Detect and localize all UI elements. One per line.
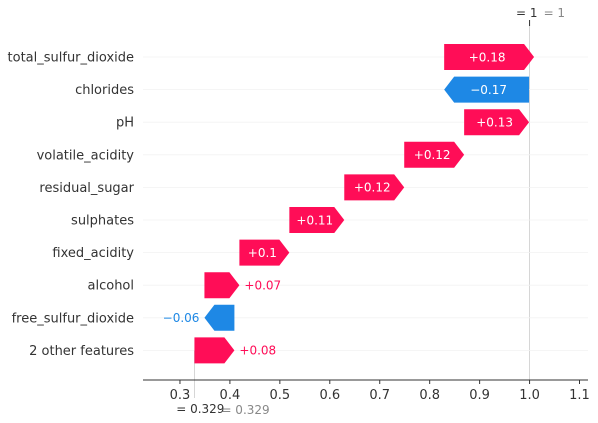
- x-tick-label: 0.4: [220, 388, 241, 403]
- x-tick-label: 0.6: [319, 388, 340, 403]
- bars-group: +0.18 −0.17 +0.13 +0.12 +0.12 +0.11 +0.1 +0.07 −…: [163, 44, 535, 364]
- feature-label: 2 other features: [29, 344, 134, 359]
- waterfall-bar: [404, 141, 465, 168]
- waterfall-bar: [239, 239, 290, 266]
- x-tick-label: 0.3: [170, 388, 191, 403]
- bar-value-label: +0.12: [354, 181, 391, 195]
- bar-value-label: +0.18: [469, 50, 506, 64]
- x-tick-label: 0.9: [469, 388, 490, 403]
- base-value-annotation: = 0.329 = 0.329: [176, 402, 269, 417]
- feature-label: chlorides: [75, 83, 134, 98]
- feature-label: pH: [116, 116, 134, 131]
- feature-label: free_sulfur_dioxide: [12, 311, 134, 326]
- waterfall-bar: [444, 44, 535, 70]
- feature-label: volatile_acidity: [37, 148, 135, 163]
- bar-value-label: +0.12: [414, 148, 451, 162]
- bar-value-label: +0.1: [248, 246, 277, 260]
- waterfall-bar: [194, 337, 235, 364]
- bar-value-label: −0.17: [470, 83, 507, 97]
- waterfall-bar: [344, 174, 405, 201]
- waterfall-bar: [204, 272, 240, 299]
- x-tick-label: 0.7: [369, 388, 390, 403]
- feature-label: alcohol: [88, 279, 134, 294]
- expected-output-annotation: = 1 = 1: [516, 6, 565, 26]
- feature-label: residual_sugar: [39, 181, 134, 196]
- x-tick-label: 0.8: [419, 388, 440, 403]
- bar-value-label: +0.13: [476, 116, 513, 130]
- feature-label: fixed_acidity: [52, 246, 134, 261]
- feature-label: sulphates: [71, 214, 134, 229]
- waterfall-bar: [464, 109, 530, 136]
- bar-value-label: +0.07: [244, 279, 281, 293]
- x-tick-label: 1.0: [519, 388, 540, 403]
- bar-value-label: +0.11: [296, 213, 333, 227]
- x-axis: 0.3 0.4 0.5 0.6 0.7 0.8 0.9 1.0 1.1: [143, 379, 590, 403]
- base-value-label-muted: = 0.329: [221, 403, 269, 417]
- bar-value-label: −0.06: [163, 311, 200, 325]
- waterfall-bar: [444, 76, 530, 103]
- output-value-label-muted: = 1: [544, 6, 566, 20]
- output-value-label: = 1: [516, 6, 538, 20]
- base-value-label: = 0.329: [176, 402, 224, 416]
- waterfall-bar: [289, 207, 345, 233]
- feature-labels: total_sulfur_dioxide chlorides pH volatile_…: [8, 51, 135, 359]
- x-tick-label: 0.5: [270, 388, 291, 403]
- feature-label: total_sulfur_dioxide: [8, 51, 134, 66]
- bar-value-label: +0.08: [239, 344, 276, 358]
- waterfall-bar: [204, 304, 235, 331]
- x-tick-label: 1.1: [569, 388, 590, 403]
